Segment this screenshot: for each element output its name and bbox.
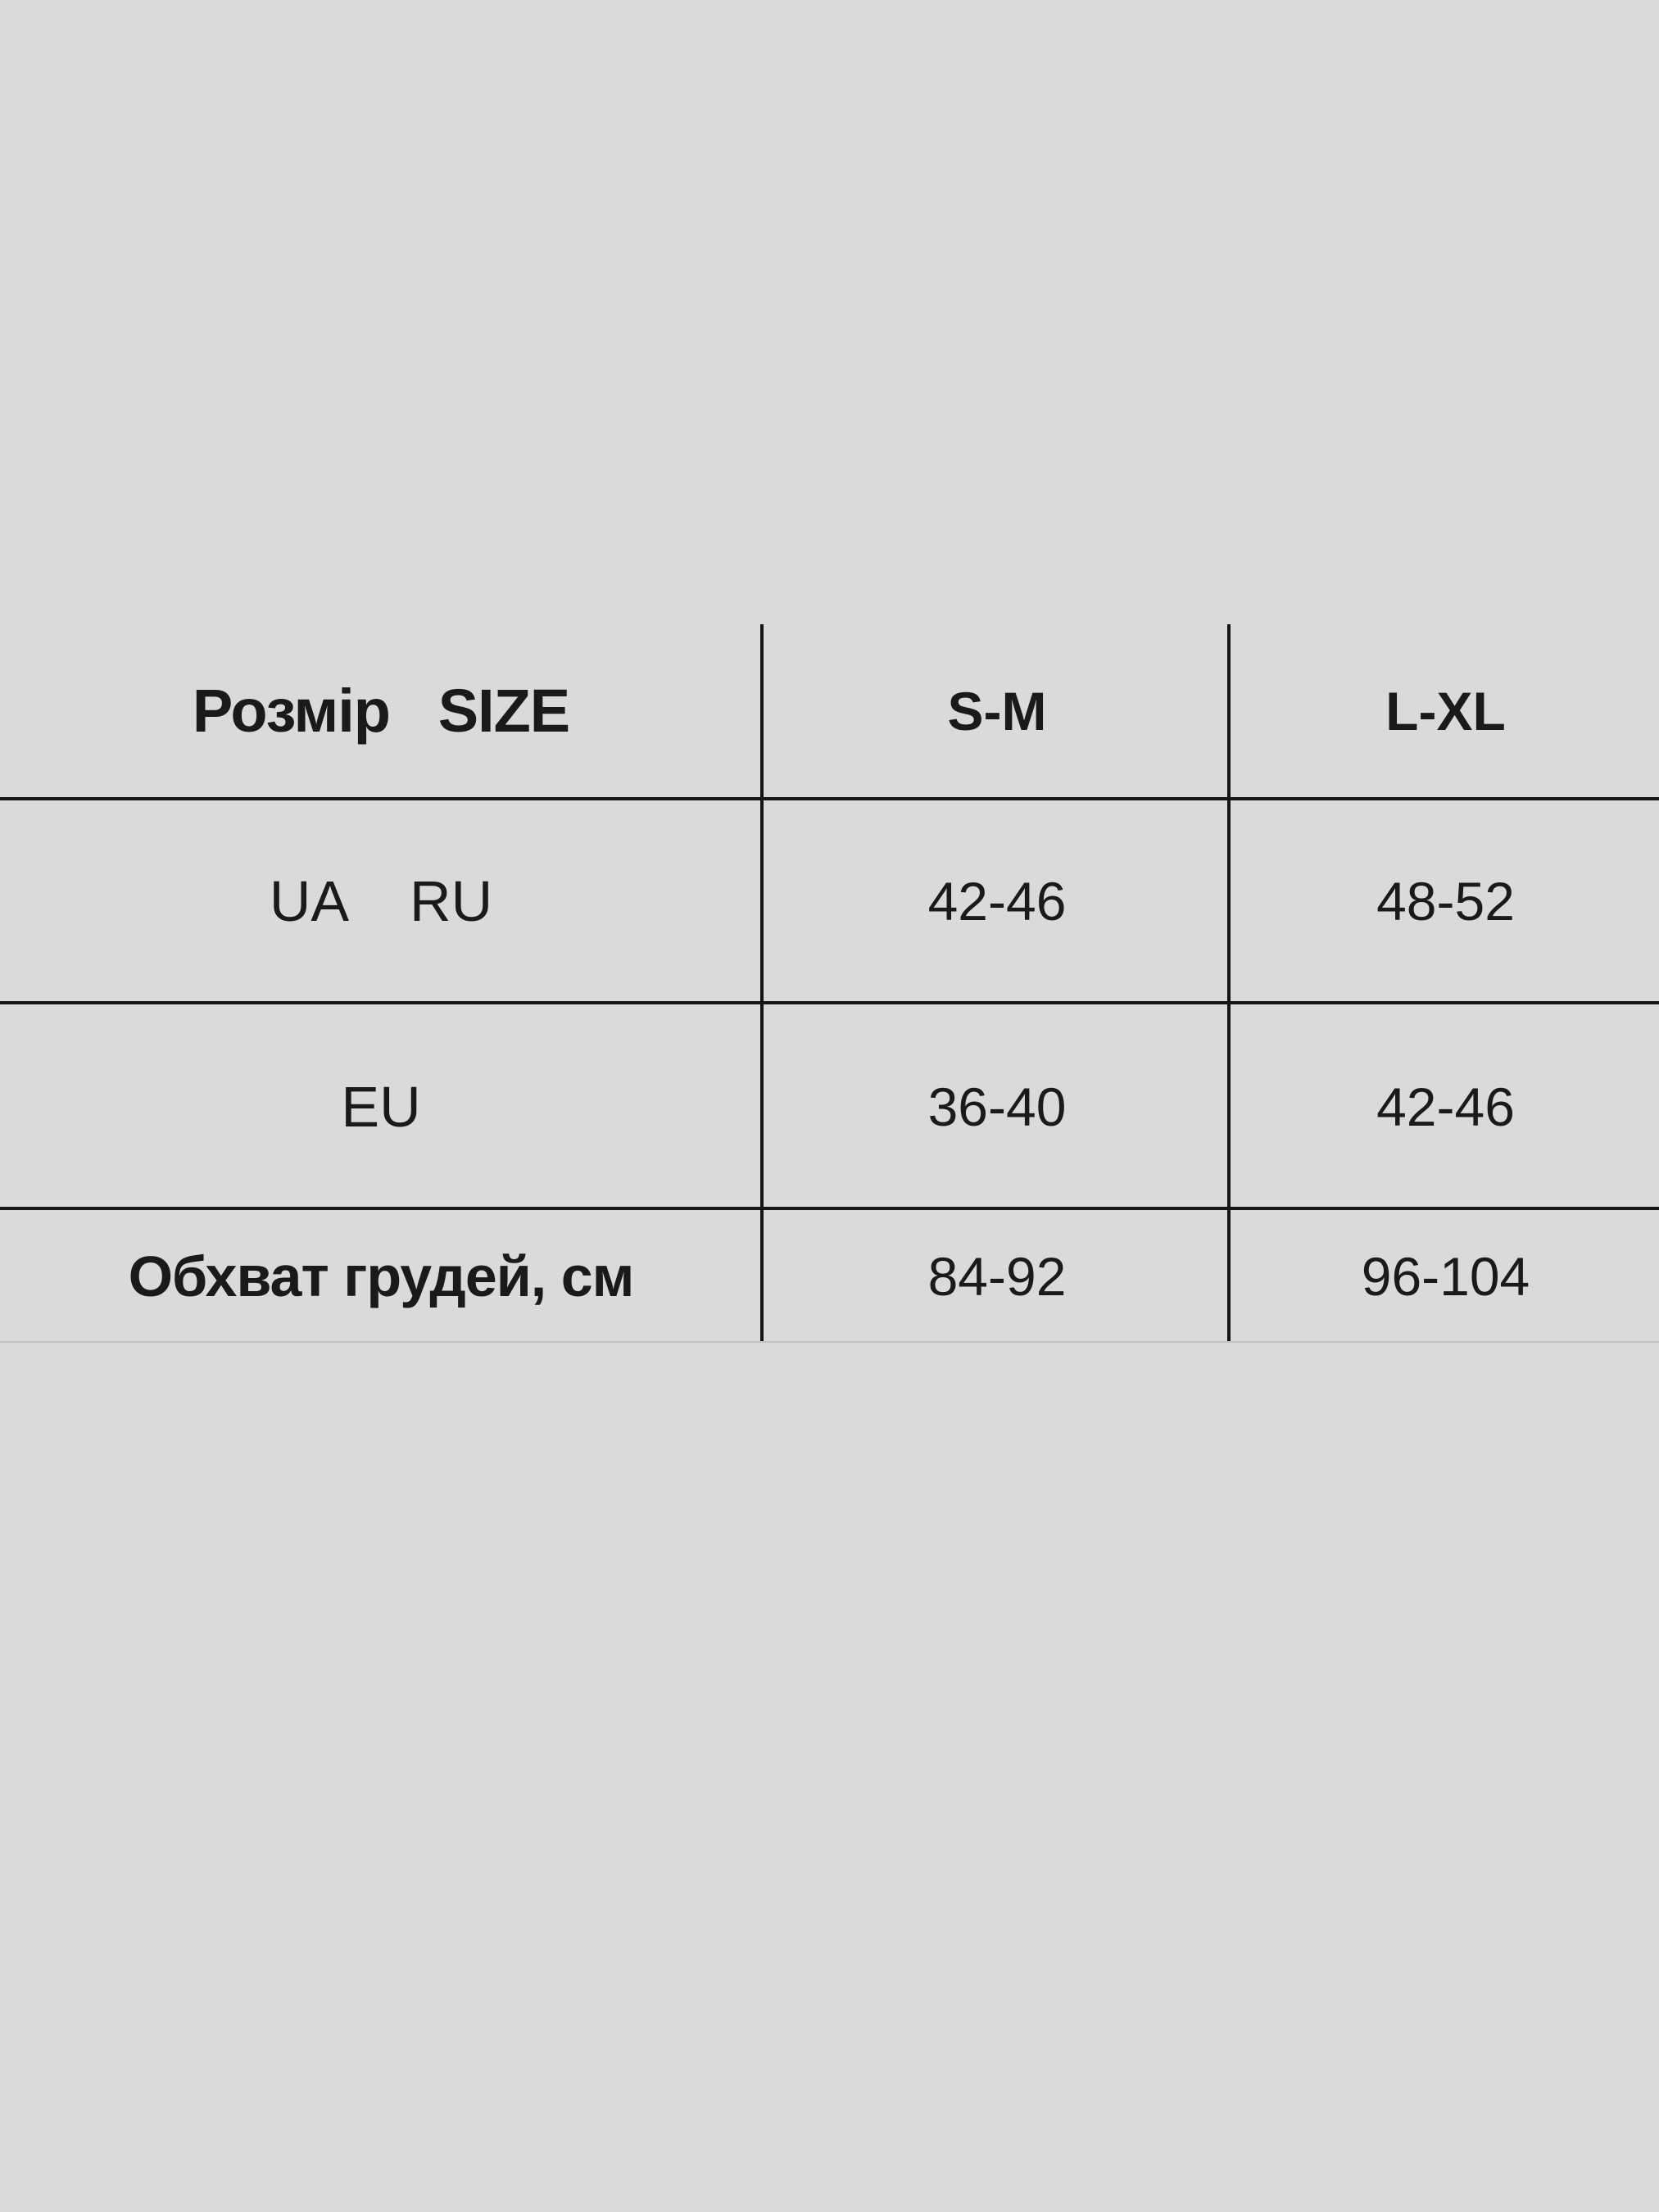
row-label-ua-ru: UA RU xyxy=(269,868,493,933)
cell-chest-l-xl: 96-104 xyxy=(1361,1246,1530,1307)
column-divider xyxy=(1227,624,1231,1343)
cell-eu-l-xl: 42-46 xyxy=(1376,1076,1515,1137)
cell-ua-ru-s-m: 42-46 xyxy=(927,870,1067,931)
row-label-chest: Обхват грудей, см xyxy=(128,1244,635,1308)
row-divider xyxy=(0,797,1659,800)
size-table: Розмір SIZE S-M L-XL UA RU 42-46 48-52 E… xyxy=(0,624,1659,1343)
column-divider xyxy=(760,624,764,1343)
row-divider xyxy=(0,1207,1659,1210)
cell-chest-s-m: 84-92 xyxy=(927,1246,1067,1307)
row-label-eu: EU xyxy=(341,1074,421,1139)
table-bottom-edge xyxy=(0,1341,1659,1343)
header-s-m: S-M xyxy=(947,680,1047,741)
header-l-xl: L-XL xyxy=(1385,680,1506,741)
header-size-label: Розмір SIZE xyxy=(192,677,570,745)
row-divider xyxy=(0,1001,1659,1004)
cell-ua-ru-l-xl: 48-52 xyxy=(1376,870,1515,931)
cell-eu-s-m: 36-40 xyxy=(927,1076,1067,1137)
